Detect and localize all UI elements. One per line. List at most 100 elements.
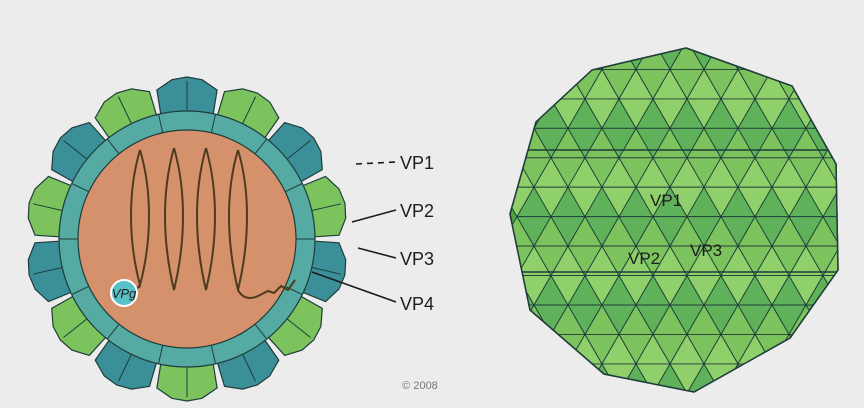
capsid-surface-tile: [754, 363, 790, 392]
capsid-surface-tile: [840, 276, 864, 305]
capsid-surface-tile: [857, 187, 864, 217]
rna-genome-coil: [115, 147, 296, 302]
capsid-surface-tile: [857, 276, 864, 305]
capsid-knob-divider: [117, 96, 133, 126]
capsid-surface-tile: [857, 334, 864, 364]
capsid-surface-tile: [805, 68, 838, 100]
capsid-surface-tile: [510, 363, 535, 392]
capsid-surface-tile: [822, 363, 838, 392]
capsid-surface-tile: [533, 363, 569, 392]
capsid-surface-tile: [857, 246, 864, 276]
capsid-surface-tile: [840, 217, 864, 246]
capsid-surface-tile: [822, 186, 838, 218]
capsid-surface-tile: [822, 333, 838, 365]
capsid-ring-divider: [71, 285, 90, 295]
capsid-surface-tile: [857, 158, 864, 187]
exterior-vp3-label: VP3: [690, 241, 722, 260]
vp4-leader-line: [311, 271, 397, 303]
capsid-ring-divider: [71, 183, 90, 193]
capsid-surface-tile: [567, 48, 603, 70]
capsid-surface-tile: [822, 127, 838, 159]
capsid-ring-divider: [106, 323, 120, 340]
vp4-label: VP4: [400, 294, 434, 314]
capsid-surface-tile: [788, 363, 824, 392]
capsid-exterior: VP1 VP2 VP3: [509, 40, 864, 393]
capsid-surface-tile: [840, 305, 864, 334]
capsid-surface-tile: [550, 363, 586, 392]
capsid-surface-tile: [516, 48, 552, 71]
capsid-protein-ring: [27, 76, 347, 402]
capsid-knob-divider: [309, 203, 342, 212]
capsid-knob-divider: [241, 96, 257, 126]
capsid-ring-divider: [254, 138, 268, 155]
rna-core: [77, 129, 297, 349]
capsid-surface-tile: [754, 48, 790, 71]
capsid-surface-tile: [857, 217, 864, 246]
capsid-surface-tile: [737, 48, 773, 70]
vp3-leader-line: [357, 247, 397, 259]
capsid-surface-tile: [857, 99, 864, 128]
capsid-knob-divider: [241, 352, 257, 382]
capsid-ring-divider: [254, 323, 268, 340]
capsid-surface-tile: [840, 99, 864, 128]
capsid-surface-tile: [805, 98, 838, 129]
capsid-knob-divider: [32, 266, 65, 275]
vpg-marker: VPg: [110, 279, 138, 307]
capsid-surface-tile: [805, 333, 838, 365]
capsid-surface-tile: [822, 216, 838, 247]
capsid-surface-tile: [822, 48, 838, 71]
capsid-surface-tile: [510, 48, 535, 70]
capsid-surface-tiles: [510, 40, 864, 393]
capsid-knob-divider: [285, 140, 311, 161]
capsid-surface-tile: [516, 68, 552, 100]
vp1-label: VP1: [400, 153, 434, 173]
capsid-surface-tile: [510, 98, 535, 129]
capsid-surface-tile: [840, 246, 864, 276]
capsid-knob-divider: [32, 203, 65, 212]
capsid-surface-tile: [550, 48, 586, 71]
exterior-vp2-label: VP2: [628, 249, 660, 268]
capsid-surface-tile: [601, 48, 637, 70]
capsid-surface-tile: [822, 68, 838, 100]
capsid-surface-tile: [788, 333, 824, 365]
vp1-leader-line: [355, 161, 397, 165]
capsid-surface-tile: [840, 158, 864, 187]
capsid-surface-tile: [840, 364, 864, 393]
capsid-ring-divider: [158, 114, 164, 133]
capsid-knob-divider: [309, 266, 342, 275]
capsid-ring-divider: [210, 114, 216, 133]
capsid-surface-tile: [840, 128, 864, 158]
capsid-ring-divider: [284, 183, 303, 193]
capsid-surface-tile: [510, 68, 535, 100]
capsid-surface-tile: [533, 48, 569, 70]
capsid-knob-divider: [63, 140, 89, 161]
capsid-surface-tile: [510, 304, 535, 336]
copyright-notice: © 2008: [402, 380, 438, 392]
capsid-surface-tile: [822, 98, 838, 130]
capsid-surface-tile: [510, 333, 535, 365]
capsid-surface-tile: [533, 68, 569, 100]
capsid-surface-tile: [822, 245, 838, 277]
capsid-surface-tile: [516, 363, 552, 392]
capsid-ring-divider: [106, 138, 120, 155]
capsid-surface-tile: [840, 40, 864, 69]
capsid-surface-tile: [822, 275, 838, 306]
capsid-outline-stroke: [509, 47, 839, 393]
capsid-surface-tile: [771, 363, 807, 392]
capsid-surface-tile: [857, 69, 864, 99]
capsid-surface-tile: [516, 333, 552, 365]
capsid-surface-tile: [805, 363, 838, 392]
exterior-vp1-label: VP1: [650, 191, 682, 210]
capsid-ring-divider: [284, 285, 303, 295]
capsid-ring-divider: [210, 345, 216, 364]
capsid-surface-tile: [840, 334, 864, 364]
capsid-knob-divider: [117, 352, 133, 382]
capsid-surface-tile: [788, 48, 824, 71]
virion-cross-section: VPg VP1 VP2 VP3 VP4: [27, 76, 434, 402]
capsid-surface-tile: [857, 40, 864, 69]
capsid-surface-tile: [840, 69, 864, 99]
capsid-surface-tile: [805, 304, 838, 336]
capsid-ring-divider: [158, 345, 164, 364]
